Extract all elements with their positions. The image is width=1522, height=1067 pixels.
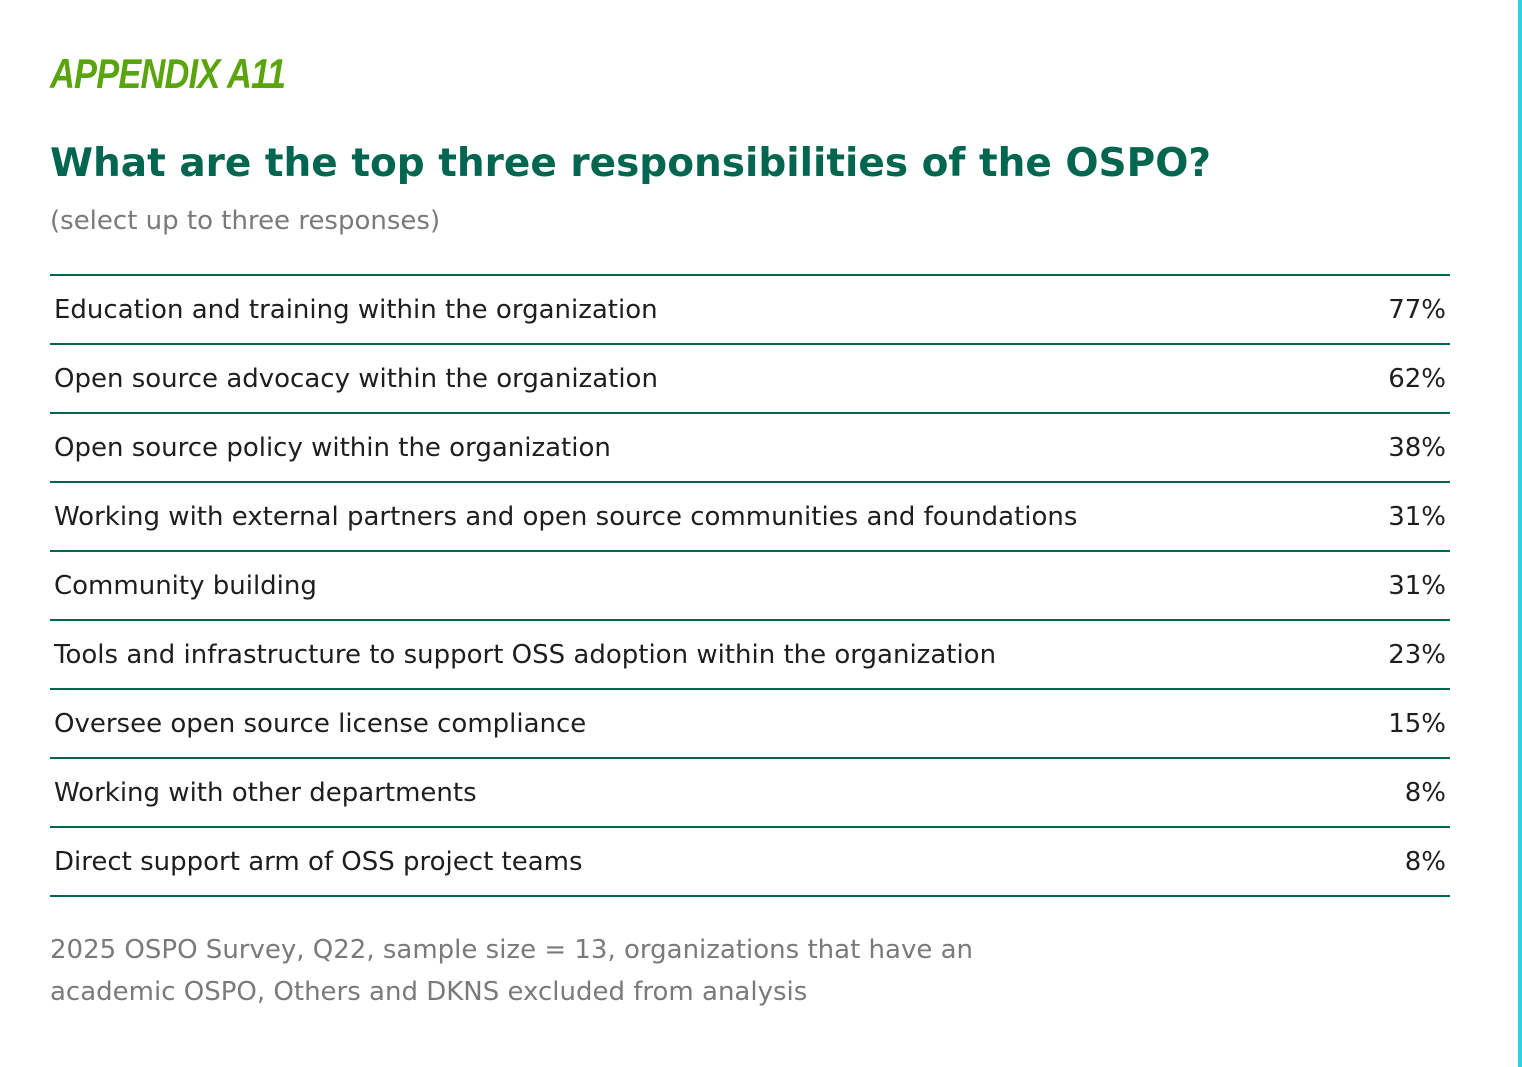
page-subtitle: (select up to three responses) <box>50 206 441 236</box>
row-value: 77% <box>1388 294 1446 325</box>
row-value: 62% <box>1388 363 1446 394</box>
appendix-label: APPENDIX A11 <box>50 50 286 97</box>
row-value: 31% <box>1388 501 1446 532</box>
table-row: Education and training within the organi… <box>50 276 1450 345</box>
table-row: Community building 31% <box>50 552 1450 621</box>
responses-table: Education and training within the organi… <box>50 274 1450 897</box>
row-label: Oversee open source license compliance <box>54 708 587 739</box>
row-label: Community building <box>54 570 317 601</box>
table-row: Tools and infrastructure to support OSS … <box>50 621 1450 690</box>
table-row: Open source advocacy within the organiza… <box>50 345 1450 414</box>
row-label: Working with external partners and open … <box>54 501 1078 532</box>
appendix-page: APPENDIX A11 What are the top three resp… <box>50 46 1450 1013</box>
table-row: Open source policy within the organizati… <box>50 414 1450 483</box>
row-value: 8% <box>1404 777 1446 808</box>
table-row: Working with other departments 8% <box>50 759 1450 828</box>
row-label: Working with other departments <box>54 777 477 808</box>
row-label: Open source policy within the organizati… <box>54 432 611 463</box>
row-value: 38% <box>1388 432 1446 463</box>
row-value: 23% <box>1388 639 1446 670</box>
row-label: Tools and infrastructure to support OSS … <box>54 639 997 670</box>
table-row: Oversee open source license compliance 1… <box>50 690 1450 759</box>
row-label: Direct support arm of OSS project teams <box>54 846 583 877</box>
row-label: Education and training within the organi… <box>54 294 658 325</box>
row-label: Open source advocacy within the organiza… <box>54 363 658 394</box>
row-value: 31% <box>1388 570 1446 601</box>
footnote-line-2: academic OSPO, Others and DKNS excluded … <box>50 977 808 1007</box>
table-row: Direct support arm of OSS project teams … <box>50 828 1450 897</box>
right-accent-bar <box>1518 0 1522 1067</box>
row-value: 8% <box>1404 846 1446 877</box>
footnote-line-1: 2025 OSPO Survey, Q22, sample size = 13,… <box>50 935 973 965</box>
table-row: Working with external partners and open … <box>50 483 1450 552</box>
row-value: 15% <box>1388 708 1446 739</box>
page-title: What are the top three responsibilities … <box>50 141 1211 186</box>
source-footnote: 2025 OSPO Survey, Q22, sample size = 13,… <box>50 929 1050 1013</box>
